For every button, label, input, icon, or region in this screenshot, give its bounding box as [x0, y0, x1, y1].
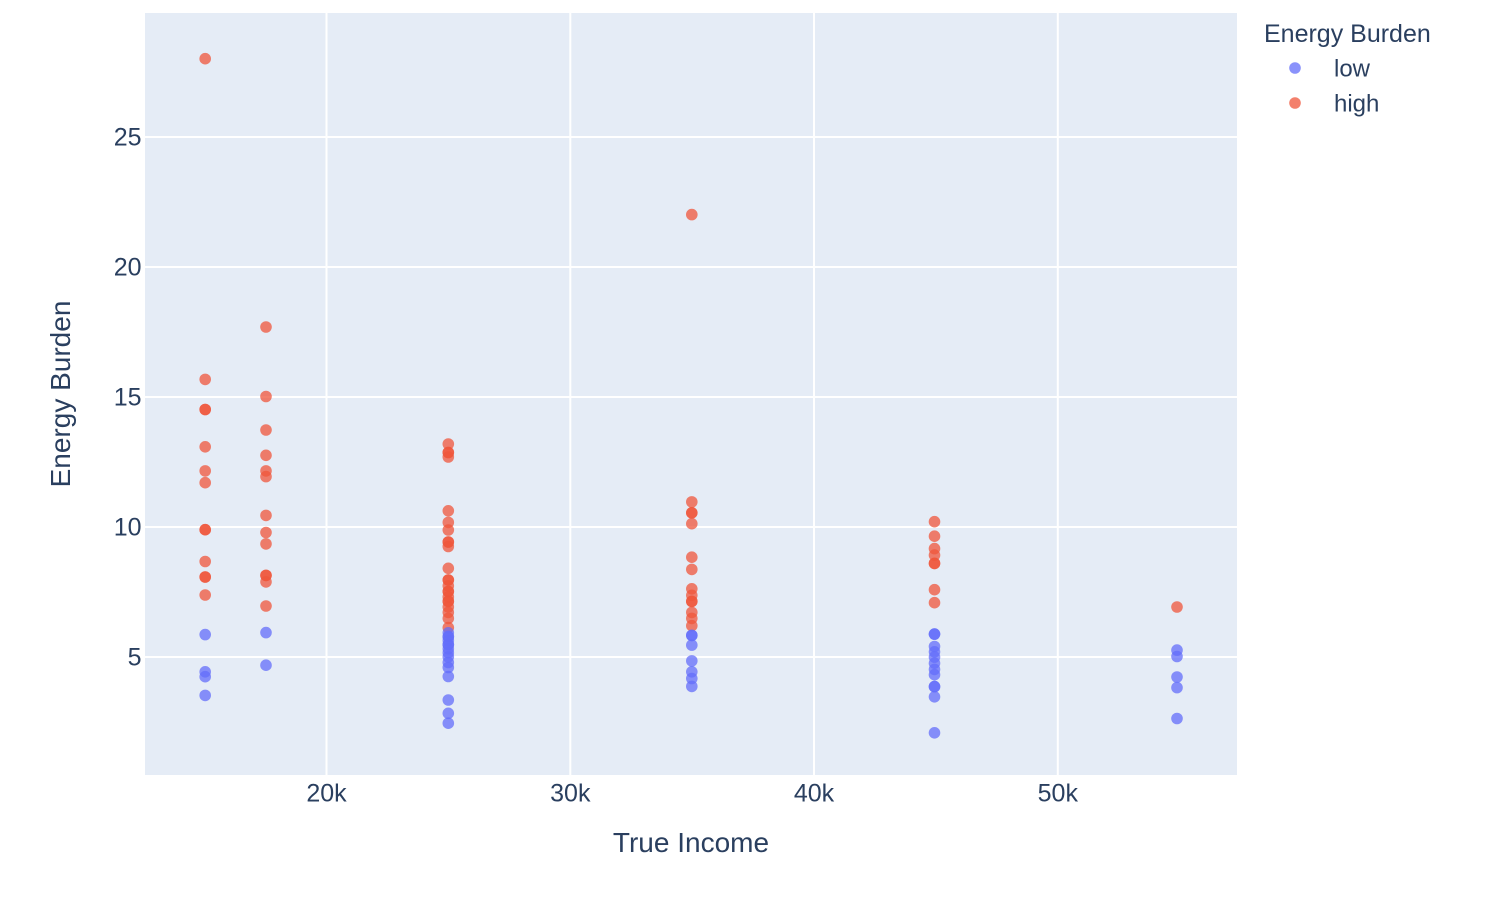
svg-text:low: low — [1334, 56, 1371, 83]
svg-text:5: 5 — [128, 644, 142, 672]
svg-text:30k: 30k — [550, 780, 591, 808]
svg-text:15: 15 — [114, 384, 142, 412]
svg-text:high: high — [1334, 91, 1379, 118]
svg-text:25: 25 — [114, 124, 142, 152]
svg-text:40k: 40k — [794, 780, 835, 808]
svg-text:20: 20 — [114, 254, 142, 282]
svg-text:50k: 50k — [1038, 780, 1079, 808]
svg-text:Energy Burden: Energy Burden — [1264, 20, 1431, 48]
svg-text:Energy Burden: Energy Burden — [45, 301, 76, 488]
svg-text:True Income: True Income — [613, 827, 769, 858]
svg-text:10: 10 — [114, 514, 142, 542]
svg-text:20k: 20k — [306, 780, 347, 808]
